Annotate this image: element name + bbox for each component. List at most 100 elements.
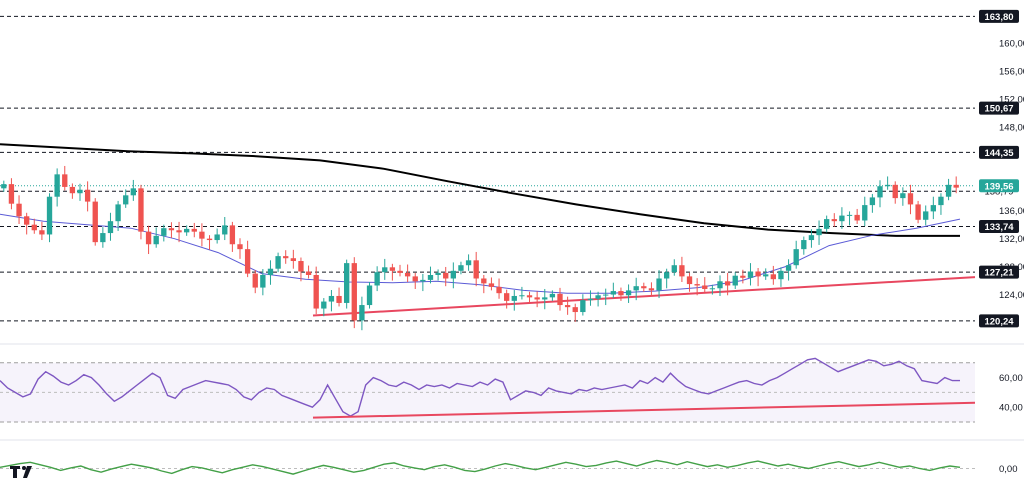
candle [869,193,876,213]
candle [938,193,944,215]
candle [84,181,91,212]
level-label: 163,80 [984,12,1013,23]
candle-body [290,258,296,262]
candle [8,178,15,210]
candle-body [595,295,601,299]
candle [184,225,190,236]
candle [694,278,700,296]
tradingview-logo-icon [10,466,32,478]
candle-body [824,219,830,229]
candle [755,268,761,287]
candle-body [686,276,693,285]
candle-body [244,249,251,274]
candle [481,274,487,294]
candle [39,221,45,241]
candle-body [549,293,556,298]
candle [77,183,83,201]
candle-body [557,293,563,306]
candle [458,261,464,275]
candle [328,290,335,312]
candle-body [488,283,495,287]
candle-body [938,196,944,206]
candle [892,181,898,204]
candle [100,227,106,248]
candle [206,235,213,250]
candle-body [740,275,746,278]
candle-body [435,272,441,275]
candle [283,250,289,264]
candle-body [839,215,845,222]
candle [298,257,304,282]
candle-body [16,203,22,217]
ema-short-line [0,213,961,294]
candle-body [907,193,914,205]
candle-body [229,225,236,245]
candle-body [603,294,609,296]
candle-body [77,189,83,194]
candle [244,240,251,278]
level-tag [979,219,1019,233]
candle-body [572,307,578,313]
candle-body [145,231,152,245]
candle [351,257,357,329]
candle-body [107,221,114,234]
candle-body [732,275,738,286]
rsi-tick-label: 60,00 [999,373,1023,384]
candle [305,265,312,279]
candle [603,288,609,306]
candle [24,212,30,235]
candle [724,272,731,296]
candle [321,298,327,317]
candle [54,168,60,207]
candle [389,263,396,281]
candle-body [252,273,258,288]
candle [168,222,175,238]
candle-body [778,270,784,280]
candle [31,218,37,234]
candle [450,262,456,289]
candle-body [397,270,403,273]
candle-body [580,300,586,313]
candle-body [275,256,281,269]
candle [953,176,959,194]
candle-body [633,286,639,291]
candle-body [412,276,418,282]
candle-body [374,272,380,286]
candle [854,208,860,224]
candle [793,240,799,269]
candle-body [100,233,106,243]
price-tick-label: 124,00 [999,290,1024,301]
candle-body [511,295,517,301]
candle-body [854,214,860,221]
level-label: 127,21 [984,268,1014,279]
candle [801,236,807,255]
candle-body [1,184,7,189]
level-tag [979,265,1019,279]
candle-body [404,272,411,277]
candle-body [321,301,327,309]
candle-body [130,188,136,196]
candle-body [473,260,479,279]
candle [824,215,830,233]
candle [877,180,883,208]
candle-body [526,295,533,298]
candle [130,179,136,201]
candle-body [724,281,731,286]
candle [504,289,510,309]
level-label: 150,67 [984,104,1013,115]
candle-body [542,297,548,300]
candle-body [930,205,936,212]
candle [214,228,220,244]
price-tick-label: 160,00 [999,38,1024,49]
candle-body [138,188,144,232]
level-label: 144,35 [984,148,1014,159]
candle-body [328,295,335,302]
candle [542,288,548,310]
candle-body [641,286,647,289]
candle [16,195,22,224]
candle-body [39,230,45,235]
candle-body [945,184,952,197]
candle [930,196,936,220]
candle [587,290,594,306]
